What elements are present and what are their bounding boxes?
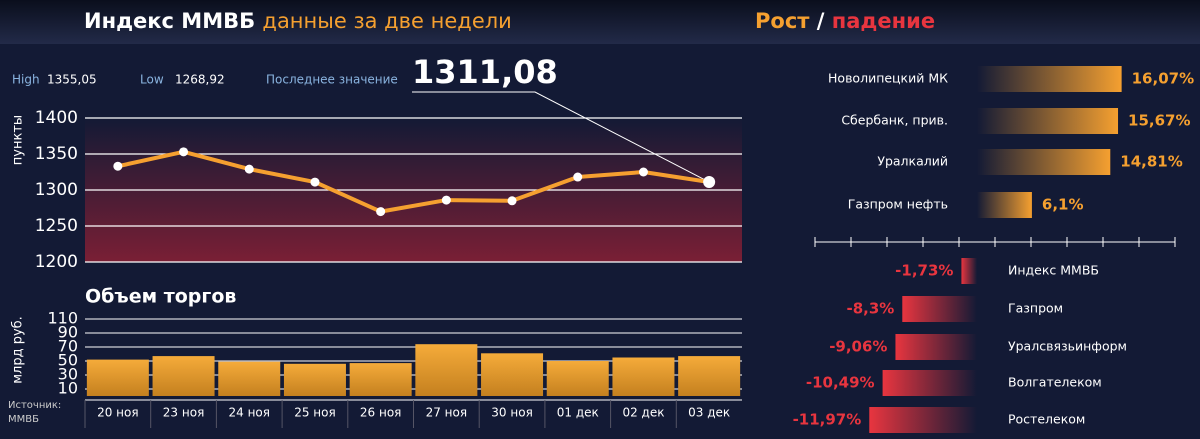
source-label: Источник:	[8, 400, 61, 411]
value-label: -10,49%	[806, 374, 875, 392]
point	[376, 207, 386, 217]
bar	[977, 108, 1119, 134]
bar	[283, 363, 346, 396]
bar	[218, 361, 281, 396]
bar	[977, 66, 1122, 92]
bar	[86, 359, 149, 396]
value-label: -8,3%	[846, 300, 894, 318]
bar	[678, 356, 741, 396]
category-label: Индекс ММВБ	[1008, 263, 1099, 278]
category-label: Газпром нефть	[848, 197, 948, 212]
value-label: 15,67%	[1128, 112, 1190, 130]
y-tick-label: 10	[58, 379, 78, 398]
stat-label: High	[12, 73, 40, 87]
y-tick-label: 1200	[35, 252, 78, 272]
leader-line	[412, 91, 710, 183]
bar	[902, 296, 977, 322]
point	[441, 195, 451, 205]
point	[310, 177, 320, 187]
bar	[349, 363, 412, 396]
x-tick-label: 01 дек	[557, 406, 599, 420]
y-tick-label: 110	[47, 309, 78, 328]
bar	[546, 361, 609, 396]
point	[638, 167, 648, 177]
x-tick-label: 23 ноя	[163, 406, 205, 420]
category-label: Уралсвязьинформ	[1008, 339, 1127, 354]
point	[244, 164, 254, 174]
point	[113, 161, 123, 171]
x-tick-label: 27 ноя	[426, 406, 468, 420]
point	[507, 196, 517, 206]
chart-title: Объем торгов	[85, 286, 236, 308]
point	[179, 147, 189, 157]
x-tick-label: 25 ноя	[294, 406, 336, 420]
stat-label: Low	[140, 73, 164, 87]
bar	[977, 192, 1032, 218]
bar	[882, 370, 977, 396]
title: Индекс ММВБ данные за две недели	[84, 9, 512, 33]
y-axis-label: млрд руб.	[11, 316, 26, 384]
y-axis-label: пункты	[11, 115, 26, 165]
point	[703, 176, 716, 189]
y-tick-label: 1350	[35, 144, 78, 164]
header-band	[0, 0, 1200, 44]
title-part: /	[817, 9, 825, 33]
title-part: падение	[832, 9, 935, 33]
stat-value: 1355,05	[47, 73, 97, 87]
bar	[481, 353, 544, 396]
x-tick-label: 20 ноя	[97, 406, 139, 420]
index-line	[117, 149, 710, 214]
category-label: Ростелеком	[1008, 412, 1085, 427]
y-tick-label: 70	[58, 337, 78, 356]
bar	[152, 356, 215, 396]
x-tick-label: 26 ноя	[360, 406, 402, 420]
y-tick-label: 90	[58, 323, 78, 342]
category-label: Уралкалий	[877, 154, 948, 169]
category-label: Волгателеком	[1008, 375, 1102, 390]
value-label: 16,07%	[1132, 70, 1194, 88]
bar	[895, 334, 977, 360]
category-label: Сбербанк, прив.	[841, 113, 948, 128]
x-tick-label: 02 дек	[622, 406, 664, 420]
subtitle: данные за две недели	[262, 9, 511, 33]
value-label: -9,06%	[829, 338, 887, 356]
stat-value: 1268,92	[175, 73, 225, 87]
bar	[869, 407, 977, 433]
value-label: 14,81%	[1120, 153, 1182, 171]
title-part: Рост	[755, 9, 810, 33]
x-tick-label: 03 дек	[688, 406, 730, 420]
value-label: 6,1%	[1042, 196, 1084, 214]
bar	[612, 357, 675, 396]
x-tick-label: 30 ноя	[491, 406, 533, 420]
title-main: Индекс ММВБ	[84, 9, 255, 33]
stat-label: Последнее значение	[266, 73, 398, 87]
bar	[977, 149, 1111, 175]
value-label: -1,73%	[895, 262, 953, 280]
bar	[415, 344, 478, 396]
category-label: Газпром	[1008, 301, 1063, 316]
right-title: Рост / падение	[755, 9, 935, 33]
x-tick-label: 24 ноя	[229, 406, 271, 420]
y-tick-label: 1400	[35, 108, 78, 128]
y-tick-label: 30	[58, 365, 78, 384]
value-label: -11,97%	[793, 411, 862, 429]
point	[573, 172, 583, 182]
y-tick-label: 50	[58, 351, 78, 370]
last-value: 1311,08	[412, 53, 558, 91]
bar	[961, 258, 977, 284]
category-label: Новолипецкий МК	[828, 71, 948, 86]
source: ММВБ	[8, 414, 39, 425]
y-tick-label: 1300	[35, 180, 78, 200]
y-tick-label: 1250	[35, 216, 78, 236]
